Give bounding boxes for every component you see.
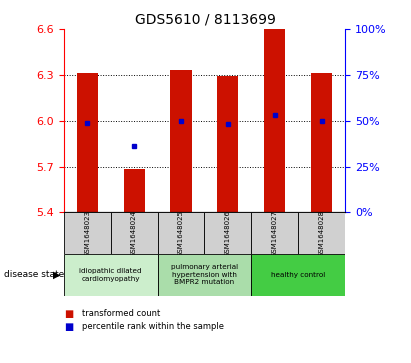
Text: GSM1648023: GSM1648023 [84, 210, 90, 257]
Bar [217, 76, 238, 212]
Bar [64, 212, 111, 254]
Bar [157, 212, 205, 254]
Text: healthy control: healthy control [271, 272, 326, 278]
Text: ■: ■ [64, 322, 73, 332]
Bar [64, 254, 157, 296]
Text: disease state: disease state [4, 270, 65, 280]
Bar [298, 212, 345, 254]
Text: GSM1648024: GSM1648024 [131, 210, 137, 257]
Text: ■: ■ [64, 309, 73, 319]
Bar [124, 169, 145, 212]
Text: GSM1648027: GSM1648027 [272, 210, 278, 257]
Bar [205, 212, 252, 254]
Text: idiopathic dilated
cardiomyopathy: idiopathic dilated cardiomyopathy [79, 268, 142, 282]
Text: GDS5610 / 8113699: GDS5610 / 8113699 [135, 13, 276, 27]
Bar [252, 212, 298, 254]
Bar [157, 254, 252, 296]
Text: transformed count: transformed count [82, 310, 160, 318]
Text: GSM1648028: GSM1648028 [319, 210, 325, 257]
Text: GSM1648026: GSM1648026 [225, 210, 231, 257]
Bar [76, 73, 98, 212]
Text: percentile rank within the sample: percentile rank within the sample [82, 322, 224, 331]
Bar [252, 254, 345, 296]
Text: GSM1648025: GSM1648025 [178, 210, 184, 257]
Bar [264, 29, 285, 212]
Text: pulmonary arterial
hypertension with
BMPR2 mutation: pulmonary arterial hypertension with BMP… [171, 265, 238, 285]
Text: ▶: ▶ [53, 270, 60, 280]
Bar [171, 70, 192, 212]
Bar [311, 73, 332, 212]
Bar [111, 212, 157, 254]
